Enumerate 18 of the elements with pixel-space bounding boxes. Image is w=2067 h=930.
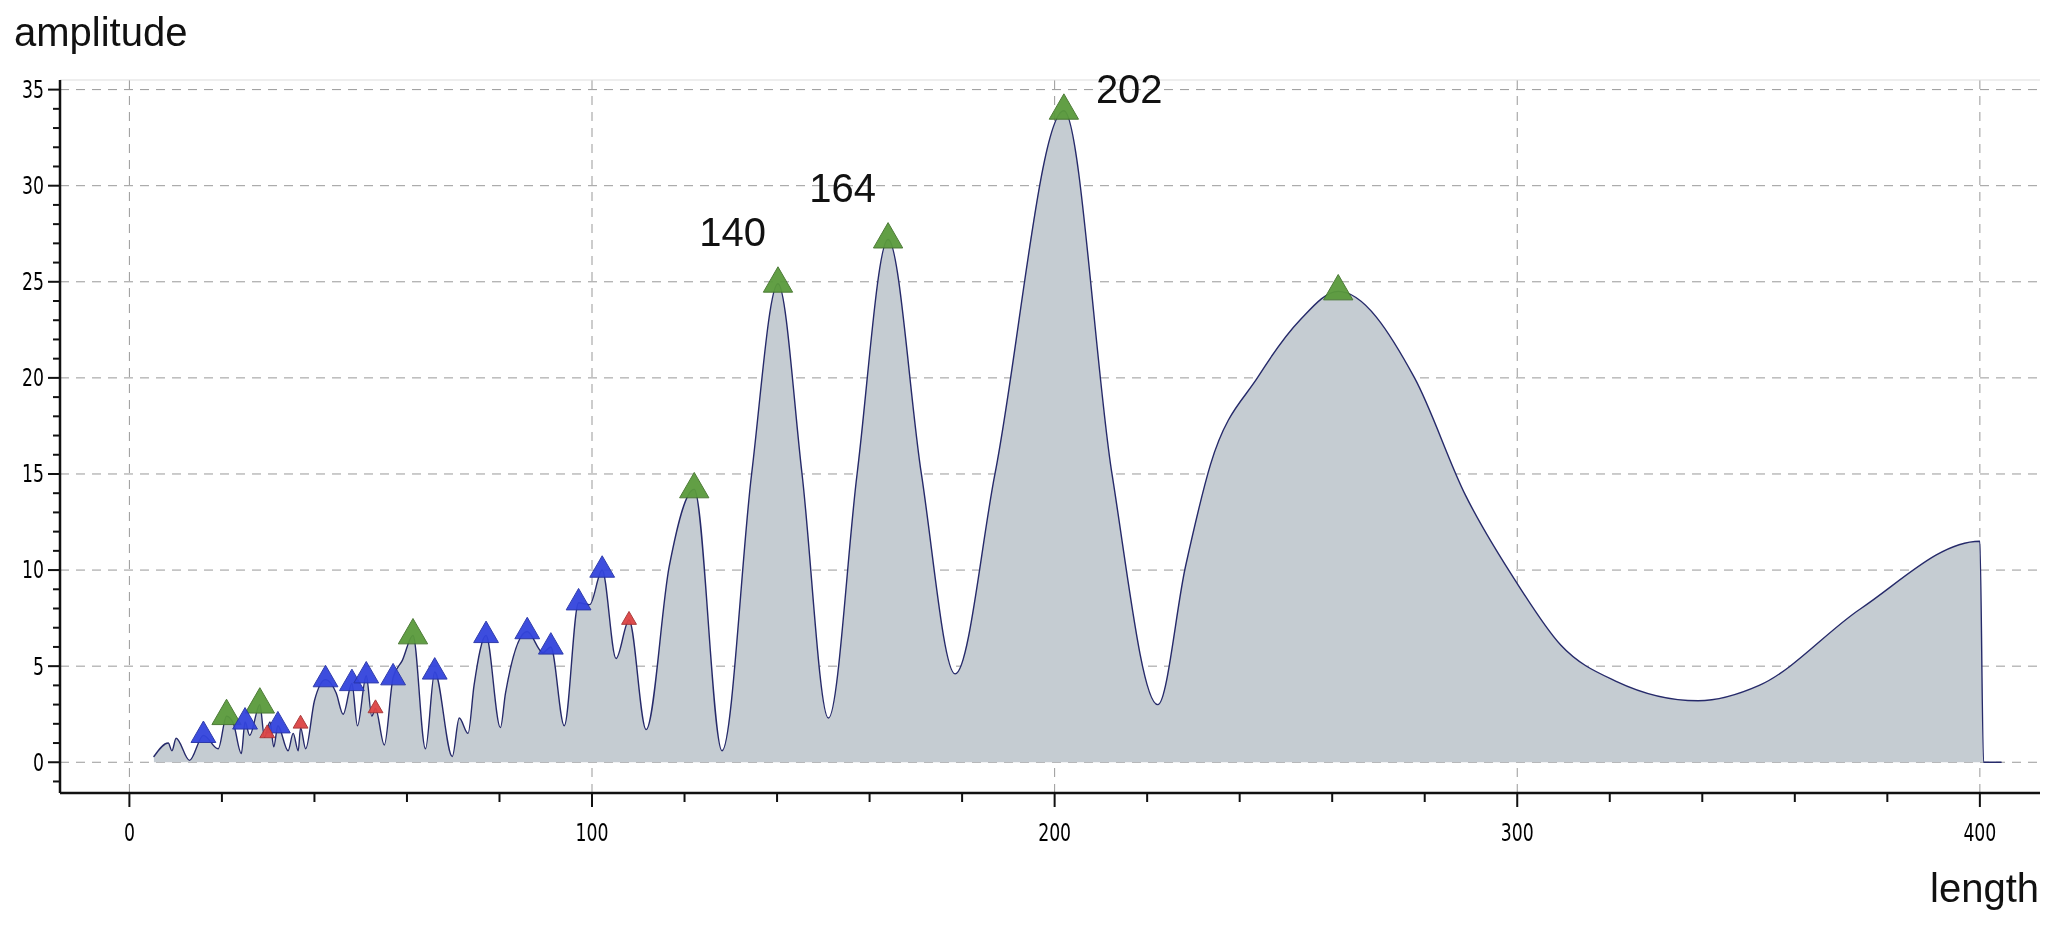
y-tick-label: 20	[22, 364, 44, 392]
x-tick-label: 100	[575, 818, 609, 847]
x-tick-label: 0	[123, 818, 135, 847]
y-tick-label: 25	[22, 268, 44, 296]
y-axis-title: amplitude	[14, 10, 188, 54]
annotation: 202	[1095, 66, 1163, 111]
annotation: 140	[699, 209, 766, 254]
y-tick-label: 5	[33, 652, 44, 681]
y-tick-label: 30	[22, 172, 44, 200]
y-tick-label: 0	[33, 748, 44, 777]
y-tick-label: 35	[22, 75, 44, 104]
x-tick-label: 300	[1500, 818, 1534, 847]
annotation: 164	[809, 165, 877, 210]
y-tick-label: 10	[22, 556, 44, 584]
x-axis-title: length	[1930, 866, 2039, 910]
x-tick-label: 200	[1038, 818, 1072, 847]
x-tick-label: 400	[1963, 818, 1997, 847]
y-tick-label: 15	[22, 460, 44, 488]
